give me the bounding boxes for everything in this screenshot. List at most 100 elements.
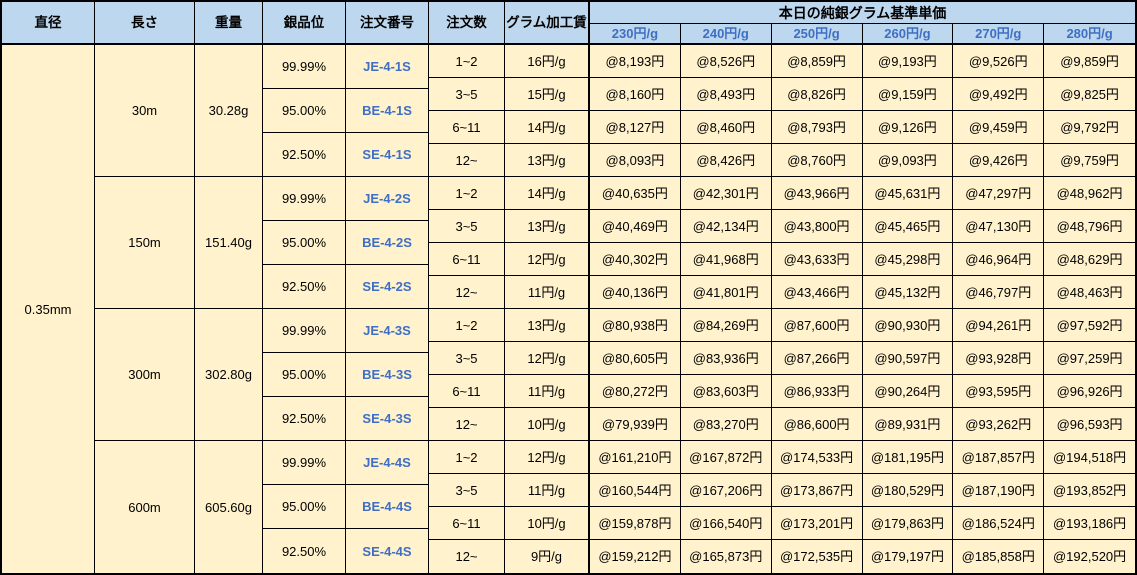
header-purity: 銀品位 xyxy=(263,2,346,45)
price-cell: @90,264円 xyxy=(862,375,954,408)
price-cell: @48,796円 xyxy=(1044,210,1135,243)
price-cell: @94,261円 xyxy=(953,309,1045,342)
price-cell: @9,759円 xyxy=(1044,144,1135,177)
price-cell: @96,926円 xyxy=(1044,375,1135,408)
order-no-cell: JE-4-4S xyxy=(346,441,429,485)
price-cell: @41,968円 xyxy=(680,243,772,276)
price-cell: @43,966円 xyxy=(771,177,863,210)
purity-cell: 92.50% xyxy=(263,265,346,309)
order-no-cell: JE-4-1S xyxy=(346,45,429,89)
weight-cell: 605.60g xyxy=(195,441,263,573)
price-cell: @8,460円 xyxy=(680,111,772,144)
qty-cell: 12~ xyxy=(429,276,505,309)
price-cell: @43,466円 xyxy=(771,276,863,309)
diameter-cell: 0.35mm xyxy=(2,45,95,573)
price-cell: @161,210円 xyxy=(590,441,681,474)
order-no-cell: SE-4-1S xyxy=(346,133,429,177)
price-cell: @8,127円 xyxy=(590,111,681,144)
price-cell: @166,540円 xyxy=(680,507,772,540)
length-cell: 150m xyxy=(95,177,195,309)
price-cell: @9,825円 xyxy=(1044,78,1135,111)
qty-cell: 6~11 xyxy=(429,507,505,540)
fee-cell: 13円/g xyxy=(505,309,590,342)
header-order-no: 注文番号 xyxy=(346,2,429,45)
qty-cell: 1~2 xyxy=(429,441,505,474)
order-no-cell: BE-4-2S xyxy=(346,221,429,265)
purity-cell: 99.99% xyxy=(263,45,346,89)
price-cell: @48,463円 xyxy=(1044,276,1135,309)
order-no-cell: SE-4-3S xyxy=(346,397,429,441)
qty-cell: 3~5 xyxy=(429,210,505,243)
order-no-cell: BE-4-4S xyxy=(346,485,429,529)
price-cell: @9,492円 xyxy=(953,78,1045,111)
length-cell: 300m xyxy=(95,309,195,441)
price-cell: @97,259円 xyxy=(1044,342,1135,375)
price-cell: @79,939円 xyxy=(590,408,681,441)
qty-cell: 6~11 xyxy=(429,111,505,144)
fee-cell: 14円/g xyxy=(505,177,590,210)
fee-cell: 9円/g xyxy=(505,540,590,573)
header-length: 長さ xyxy=(95,2,195,45)
price-cell: @8,160円 xyxy=(590,78,681,111)
price-cell: @193,852円 xyxy=(1044,474,1135,507)
header-diameter: 直径 xyxy=(2,2,95,45)
qty-cell: 6~11 xyxy=(429,375,505,408)
order-no-cell: JE-4-3S xyxy=(346,309,429,353)
price-cell: @83,270円 xyxy=(680,408,772,441)
purity-cell: 95.00% xyxy=(263,353,346,397)
qty-cell: 12~ xyxy=(429,540,505,573)
price-cell: @89,931円 xyxy=(862,408,954,441)
price-cell: @80,272円 xyxy=(590,375,681,408)
price-cell: @167,872円 xyxy=(680,441,772,474)
price-cell: @8,493円 xyxy=(680,78,772,111)
weight-cell: 30.28g xyxy=(195,45,263,177)
price-cell: @90,930円 xyxy=(862,309,954,342)
price-cell: @9,459円 xyxy=(953,111,1045,144)
qty-cell: 3~5 xyxy=(429,342,505,375)
header-base-price-group: 本日の純銀グラム基準単価 xyxy=(590,2,1135,24)
price-cell: @194,518円 xyxy=(1044,441,1135,474)
header-price-240: 240円/g xyxy=(680,24,772,45)
order-no-cell: BE-4-3S xyxy=(346,353,429,397)
price-cell: @179,197円 xyxy=(862,540,954,573)
price-cell: @42,301円 xyxy=(680,177,772,210)
price-cell: @9,193円 xyxy=(862,45,954,78)
qty-cell: 6~11 xyxy=(429,243,505,276)
price-cell: @93,262円 xyxy=(953,408,1045,441)
price-cell: @9,159円 xyxy=(862,78,954,111)
fee-cell: 14円/g xyxy=(505,111,590,144)
price-cell: @8,193円 xyxy=(590,45,681,78)
header-price-230: 230円/g xyxy=(590,24,681,45)
header-order-qty: 注文数 xyxy=(429,2,505,45)
price-cell: @192,520円 xyxy=(1044,540,1135,573)
price-cell: @8,093円 xyxy=(590,144,681,177)
price-cell: @8,526円 xyxy=(680,45,772,78)
header-price-260: 260円/g xyxy=(862,24,954,45)
price-cell: @43,800円 xyxy=(771,210,863,243)
price-cell: @186,524円 xyxy=(953,507,1045,540)
purity-cell: 92.50% xyxy=(263,529,346,573)
price-cell: @40,469円 xyxy=(590,210,681,243)
order-no-cell: SE-4-4S xyxy=(346,529,429,573)
price-cell: @43,633円 xyxy=(771,243,863,276)
price-cell: @159,878円 xyxy=(590,507,681,540)
price-cell: @9,426円 xyxy=(953,144,1045,177)
price-cell: @46,964円 xyxy=(953,243,1045,276)
price-cell: @42,134円 xyxy=(680,210,772,243)
price-cell: @87,266円 xyxy=(771,342,863,375)
price-cell: @173,201円 xyxy=(771,507,863,540)
price-cell: @174,533円 xyxy=(771,441,863,474)
purity-cell: 99.99% xyxy=(263,177,346,221)
purity-cell: 92.50% xyxy=(263,397,346,441)
price-cell: @180,529円 xyxy=(862,474,954,507)
fee-cell: 10円/g xyxy=(505,408,590,441)
price-cell: @41,801円 xyxy=(680,276,772,309)
price-cell: @83,603円 xyxy=(680,375,772,408)
price-cell: @93,595円 xyxy=(953,375,1045,408)
price-cell: @165,873円 xyxy=(680,540,772,573)
price-cell: @8,760円 xyxy=(771,144,863,177)
price-cell: @87,600円 xyxy=(771,309,863,342)
purity-cell: 99.99% xyxy=(263,441,346,485)
price-cell: @8,859円 xyxy=(771,45,863,78)
